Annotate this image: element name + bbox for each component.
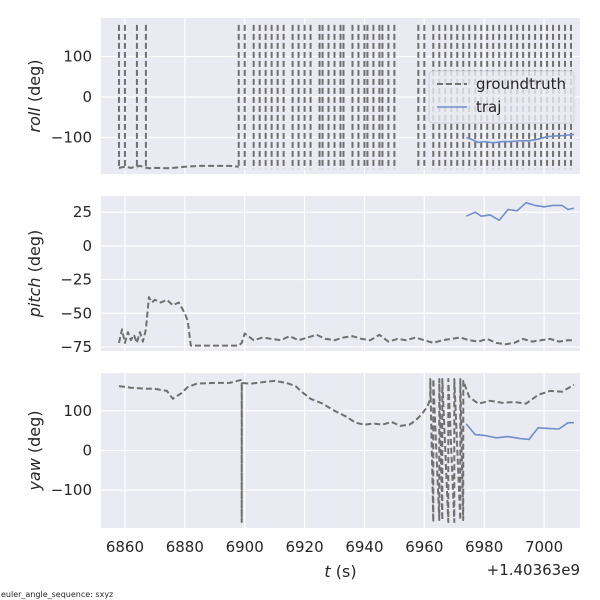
y-tick-label: −100 (51, 481, 92, 499)
y-tick-label: 25 (73, 203, 92, 221)
y-tick-label: 100 (63, 47, 92, 65)
traj-line (465, 201, 575, 222)
plot-background (101, 196, 580, 351)
x-offset-text: +1.40363e9 (487, 561, 580, 579)
x-tick-label: 6940 (345, 538, 383, 556)
traj-legend-label: traj (476, 98, 501, 116)
legend: groundtruth traj (428, 70, 575, 124)
y-axis-label: roll (deg) (25, 60, 44, 133)
x-axis-label-symbol: t (324, 562, 331, 581)
footnote-euler-sequence: euler_angle_sequence: sxyz (1, 590, 113, 599)
groundtruth-line (118, 296, 574, 347)
traj-line (465, 133, 575, 144)
groundtruth-line (118, 164, 239, 170)
plot-area (118, 201, 575, 347)
y-tick-label: −75 (60, 338, 92, 356)
y-axis-label-symbol: yaw (25, 457, 44, 491)
x-tick-label: 6880 (166, 538, 204, 556)
x-axis-label: t (s) (324, 562, 356, 581)
yaw-subplot: 100 0 −100 yaw (deg) 6860 6880 6900 6920 6940 696… (25, 373, 580, 581)
y-axis-label-unit: (deg) (25, 410, 44, 458)
x-tick-label: 6960 (405, 538, 443, 556)
y-tick-label: −50 (60, 304, 92, 322)
y-tick-label: 0 (82, 442, 92, 460)
y-tick-label: 100 (63, 402, 92, 420)
x-axis-label-unit: (s) (331, 562, 357, 581)
x-tick-label: 7000 (525, 538, 563, 556)
x-tick-label: 6900 (226, 538, 264, 556)
y-tick-label: 0 (82, 237, 92, 255)
x-tick-label: 6980 (465, 538, 503, 556)
y-axis-label-unit: (deg) (25, 230, 44, 278)
roll-subplot: 100 0 −100 roll (deg) groundtruth traj (25, 18, 580, 174)
pitch-subplot: 25 0 −25 −50 −75 pitch (deg) (25, 196, 580, 356)
y-axis-label-symbol: pitch (25, 277, 44, 318)
groundtruth-line (118, 378, 575, 523)
x-tick-label: 6860 (106, 538, 144, 556)
y-axis-label-unit: (deg) (25, 60, 44, 108)
y-tick-label: −25 (60, 271, 92, 289)
y-axis-label: yaw (deg) (25, 410, 44, 491)
traj-line (465, 421, 574, 441)
y-tick-label: 0 (82, 88, 92, 106)
groundtruth-legend-label: groundtruth (476, 75, 566, 93)
plot-area (118, 378, 575, 523)
y-axis-label-symbol: roll (25, 107, 44, 133)
y-tick-label: −100 (51, 129, 92, 147)
x-tick-label: 6920 (285, 538, 323, 556)
y-axis-label: pitch (deg) (25, 230, 44, 319)
